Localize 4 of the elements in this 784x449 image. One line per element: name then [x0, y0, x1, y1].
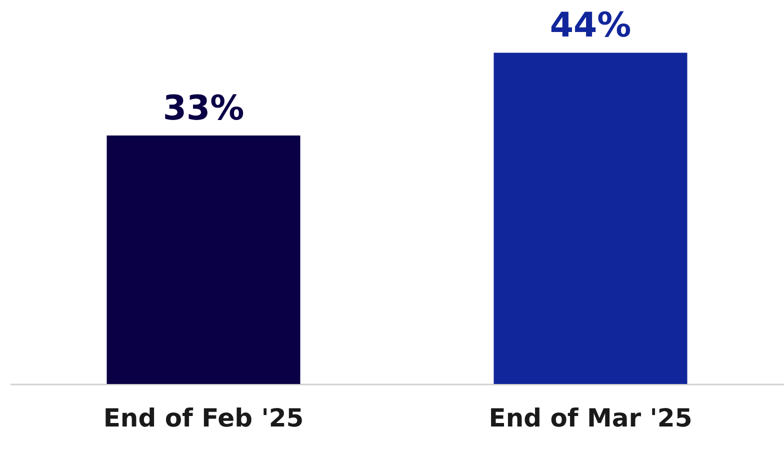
x-tick-label: End of Feb '25: [103, 404, 304, 432]
data-label: 33%: [162, 88, 244, 129]
data-label: 44%: [550, 6, 632, 46]
x-tick-label: End of Mar '25: [488, 404, 692, 432]
